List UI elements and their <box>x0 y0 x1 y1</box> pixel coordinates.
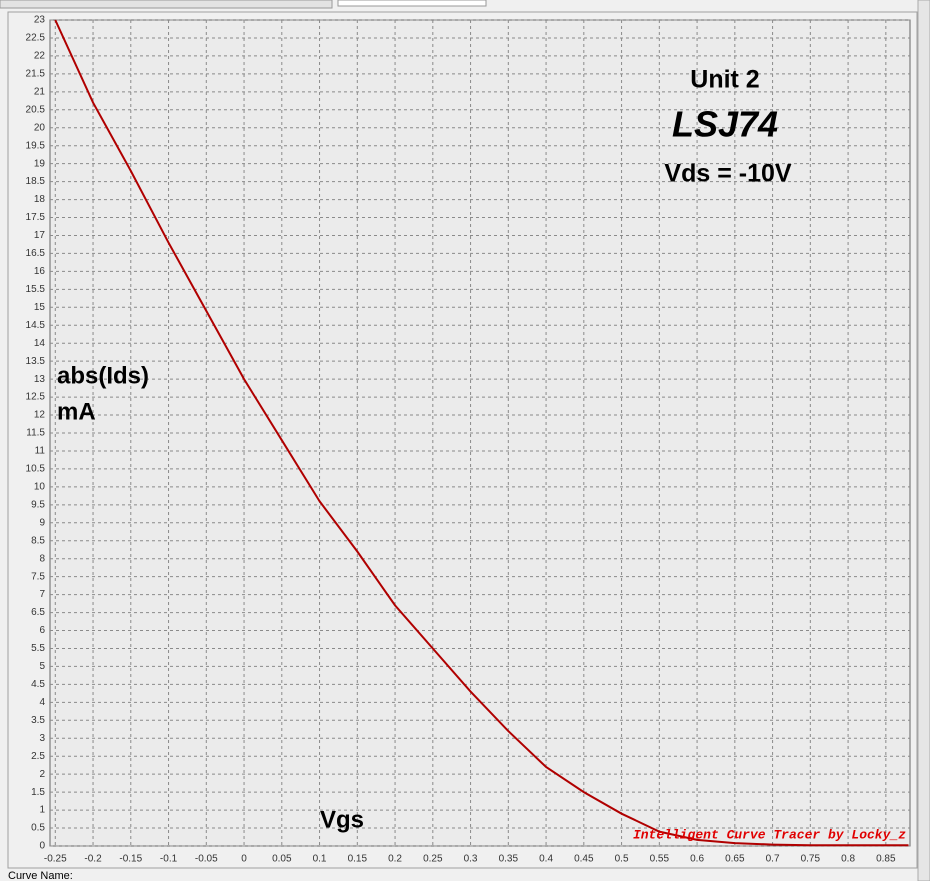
y-tick-label: 0 <box>39 841 45 852</box>
x-tick-label: 0.1 <box>313 854 327 865</box>
y-tick-label: 2.5 <box>31 751 45 762</box>
y-tick-label: 20 <box>34 122 46 133</box>
x-tick-label: 0.8 <box>841 854 855 865</box>
x-tick-label: -0.05 <box>195 854 218 865</box>
x-tick-label: 0.15 <box>348 854 368 865</box>
x-tick-label: 0.5 <box>615 854 629 865</box>
y-tick-label: 9.5 <box>31 499 45 510</box>
status-label: Curve Name: <box>8 870 73 881</box>
y-tick-label: 16.5 <box>26 248 46 259</box>
y-tick-label: 3.5 <box>31 715 45 726</box>
y-tick-label: 1 <box>39 805 45 816</box>
x-tick-label: 0.4 <box>539 854 553 865</box>
toolbar-field <box>337 0 487 7</box>
y-tick-label: 16 <box>34 266 46 277</box>
x-tick-label: 0.45 <box>574 854 594 865</box>
y-tick-label: 4.5 <box>31 679 45 690</box>
y-tick-label: 1.5 <box>31 787 45 798</box>
x-tick-label: -0.15 <box>119 854 142 865</box>
y-tick-label: 8.5 <box>31 535 45 546</box>
y-tick-label: 19 <box>34 158 46 169</box>
y-tick-label: 8 <box>39 553 45 564</box>
y-tick-label: 11 <box>35 446 46 457</box>
watermark: Intelligent Curve Tracer by Locky_z <box>633 827 906 842</box>
y-tick-label: 13 <box>34 374 46 385</box>
y-tick-label: 22 <box>34 51 46 62</box>
y-tick-label: 18 <box>34 194 46 205</box>
y-tick-label: 5 <box>39 661 45 672</box>
y-tick-label: 17.5 <box>26 212 46 223</box>
x-tick-label: -0.25 <box>44 854 67 865</box>
y-tick-label: 14 <box>34 338 46 349</box>
x-tick-label: 0.35 <box>499 854 519 865</box>
y-tick-label: 5.5 <box>31 643 45 654</box>
x-tick-label: 0.2 <box>388 854 402 865</box>
y-axis-label: abs(Ids) <box>57 362 149 389</box>
y-tick-label: 15 <box>34 302 46 313</box>
x-tick-label: -0.1 <box>160 854 178 865</box>
annotation: Vds = -10V <box>664 160 791 188</box>
x-axis-label: Vgs <box>320 806 364 833</box>
y-tick-label: 12 <box>34 410 46 421</box>
y-tick-label: 15.5 <box>26 284 46 295</box>
y-tick-label: 20.5 <box>26 104 46 115</box>
x-tick-label: 0 <box>241 854 247 865</box>
y-tick-label: 9 <box>39 517 45 528</box>
y-tick-label: 12.5 <box>26 392 46 403</box>
curve <box>54 19 909 847</box>
y-tick-label: 4 <box>39 697 45 708</box>
y-tick-label: 14.5 <box>26 320 46 331</box>
y-tick-label: 21.5 <box>26 69 46 80</box>
scrollbar <box>917 0 930 881</box>
annotation: LSJ74 <box>672 104 778 145</box>
x-tick-label: 0.05 <box>272 854 292 865</box>
y-tick-label: 17 <box>34 230 46 241</box>
y-tick-label: 10.5 <box>26 464 46 475</box>
y-tick-label: 21 <box>34 86 46 97</box>
y-tick-label: 2 <box>39 769 45 780</box>
y-tick-label: 23 <box>34 15 46 26</box>
y-axis-label: mA <box>57 398 96 425</box>
annotation: Unit 2 <box>690 66 759 94</box>
y-tick-label: 7.5 <box>31 571 45 582</box>
y-tick-label: 18.5 <box>26 176 46 187</box>
x-tick-label: 0.85 <box>876 854 896 865</box>
y-tick-label: 11.5 <box>26 428 45 439</box>
y-tick-label: 6.5 <box>31 607 45 618</box>
x-tick-label: 0.3 <box>464 854 478 865</box>
y-tick-label: 0.5 <box>31 823 45 834</box>
y-tick-label: 10 <box>34 482 46 493</box>
y-tick-label: 3 <box>39 733 45 744</box>
x-tick-label: 0.25 <box>423 854 443 865</box>
x-tick-label: -0.2 <box>84 854 102 865</box>
x-tick-label: 0.65 <box>725 854 745 865</box>
y-tick-label: 7 <box>39 589 45 600</box>
x-tick-label: 0.75 <box>801 854 821 865</box>
toolbar-strip <box>0 0 333 9</box>
x-tick-label: 0.7 <box>766 854 780 865</box>
x-tick-label: 0.55 <box>650 854 670 865</box>
x-tick-label: 0.6 <box>690 854 704 865</box>
y-tick-label: 19.5 <box>26 140 46 151</box>
y-tick-label: 6 <box>39 625 45 636</box>
y-tick-label: 22.5 <box>26 33 46 44</box>
y-tick-label: 13.5 <box>26 356 46 367</box>
